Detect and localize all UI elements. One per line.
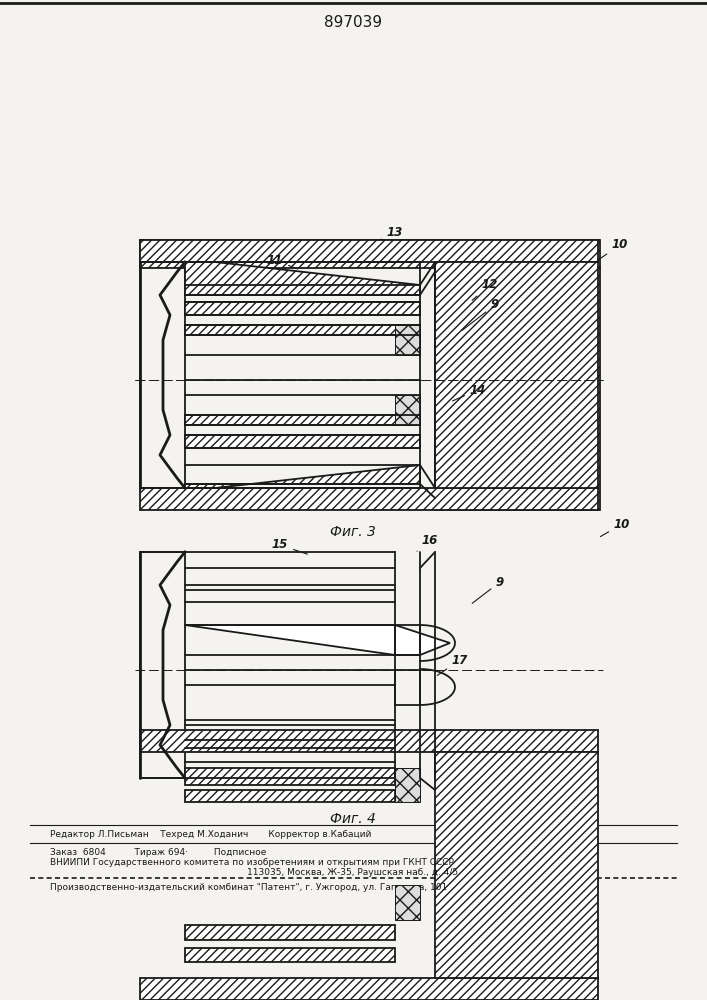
Text: 16: 16 [417, 534, 438, 551]
Polygon shape [185, 465, 420, 488]
Polygon shape [435, 268, 600, 510]
Polygon shape [185, 325, 420, 335]
Polygon shape [185, 790, 395, 802]
Polygon shape [140, 240, 600, 268]
Polygon shape [140, 552, 185, 778]
Polygon shape [395, 885, 420, 920]
Polygon shape [140, 262, 185, 488]
Text: 10: 10 [600, 518, 630, 537]
Polygon shape [185, 625, 450, 655]
Text: Фиг. 4: Фиг. 4 [330, 812, 376, 826]
Polygon shape [395, 395, 420, 425]
Text: 113035, Москва, Ж-35, Раушская наб., д. 4/5: 113035, Москва, Ж-35, Раушская наб., д. … [247, 868, 459, 877]
Polygon shape [395, 768, 420, 802]
Polygon shape [185, 925, 395, 940]
Polygon shape [185, 262, 420, 295]
Polygon shape [140, 730, 598, 752]
Polygon shape [185, 948, 395, 962]
Text: Производственно-издательский комбинат "Патент", г. Ужгород, ул. Гагарина, 101: Производственно-издательский комбинат "П… [50, 883, 448, 892]
Text: 17: 17 [438, 654, 468, 675]
Text: 13: 13 [380, 226, 403, 240]
Text: 9: 9 [462, 298, 499, 330]
Text: Заказ  6804          Тираж 694·         Подписное: Заказ 6804 Тираж 694· Подписное [50, 848, 267, 857]
Polygon shape [395, 325, 420, 355]
Text: 12: 12 [472, 278, 498, 300]
Text: 897039: 897039 [324, 15, 382, 30]
Polygon shape [185, 768, 395, 785]
Polygon shape [140, 488, 598, 510]
Text: 9: 9 [472, 576, 504, 603]
Text: 14: 14 [452, 383, 486, 401]
Polygon shape [435, 262, 598, 488]
Text: 11: 11 [267, 253, 298, 269]
Polygon shape [140, 240, 598, 262]
Text: Редактор Л.Письман    Техред М.Ходанич       Корректор в.Кабаций: Редактор Л.Письман Техред М.Ходанич Корр… [50, 830, 371, 839]
Text: 10: 10 [600, 238, 628, 258]
Polygon shape [140, 978, 598, 1000]
Polygon shape [185, 415, 420, 425]
Polygon shape [185, 302, 420, 315]
Text: 15: 15 [272, 538, 308, 554]
Text: ВНИИПИ Государственного комитета по изобретениям и открытиям при ГКНТ СССР: ВНИИПИ Государственного комитета по изоб… [50, 858, 454, 867]
Text: Фиг. 3: Фиг. 3 [330, 525, 376, 539]
Polygon shape [435, 752, 598, 978]
Polygon shape [185, 435, 420, 448]
